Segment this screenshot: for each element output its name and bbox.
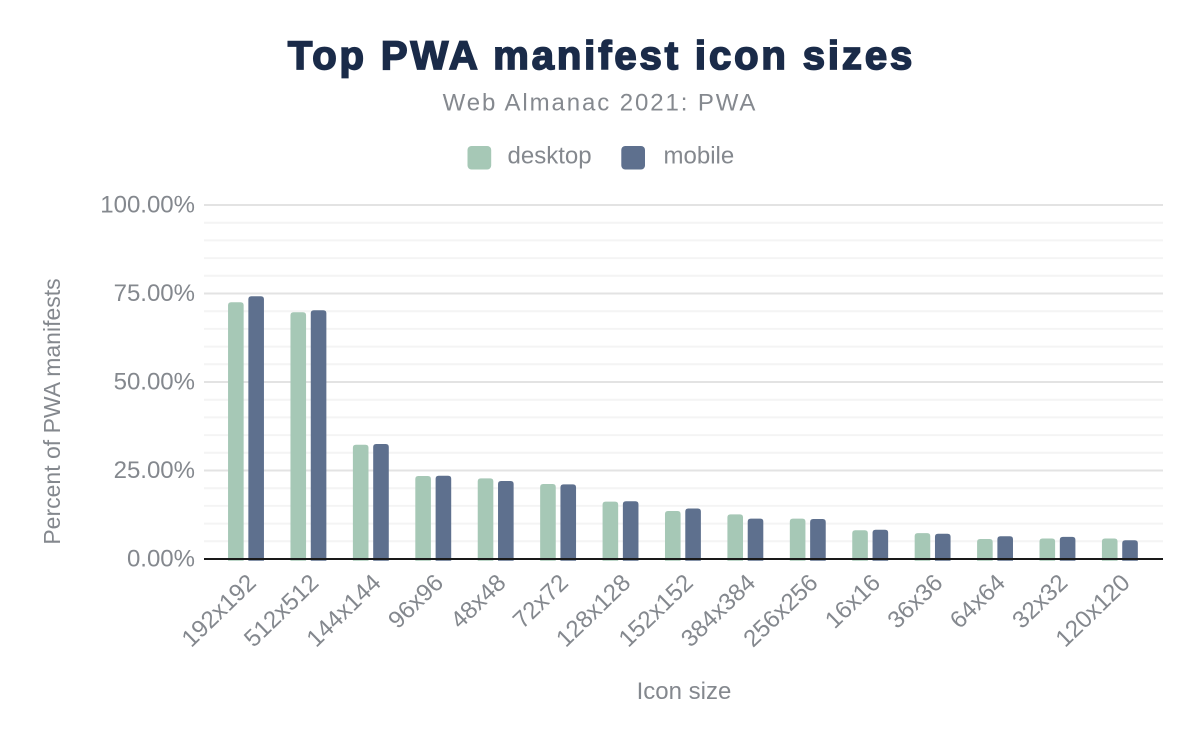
svg-text:Web Almanac 2021: PWA: Web Almanac 2021: PWA xyxy=(443,90,758,117)
svg-text:0.00%: 0.00% xyxy=(127,546,195,573)
svg-text:mobile: mobile xyxy=(664,142,735,169)
svg-text:Percent of PWA manifests: Percent of PWA manifests xyxy=(39,278,65,544)
svg-text:100.00%: 100.00% xyxy=(100,192,195,219)
svg-text:Icon size: Icon size xyxy=(637,678,732,705)
svg-text:50.00%: 50.00% xyxy=(114,369,195,396)
svg-text:25.00%: 25.00% xyxy=(114,457,195,484)
svg-text:75.00%: 75.00% xyxy=(114,280,195,307)
svg-text:desktop: desktop xyxy=(508,142,592,169)
svg-text:Top PWA manifest icon sizes: Top PWA manifest icon sizes xyxy=(288,34,915,78)
